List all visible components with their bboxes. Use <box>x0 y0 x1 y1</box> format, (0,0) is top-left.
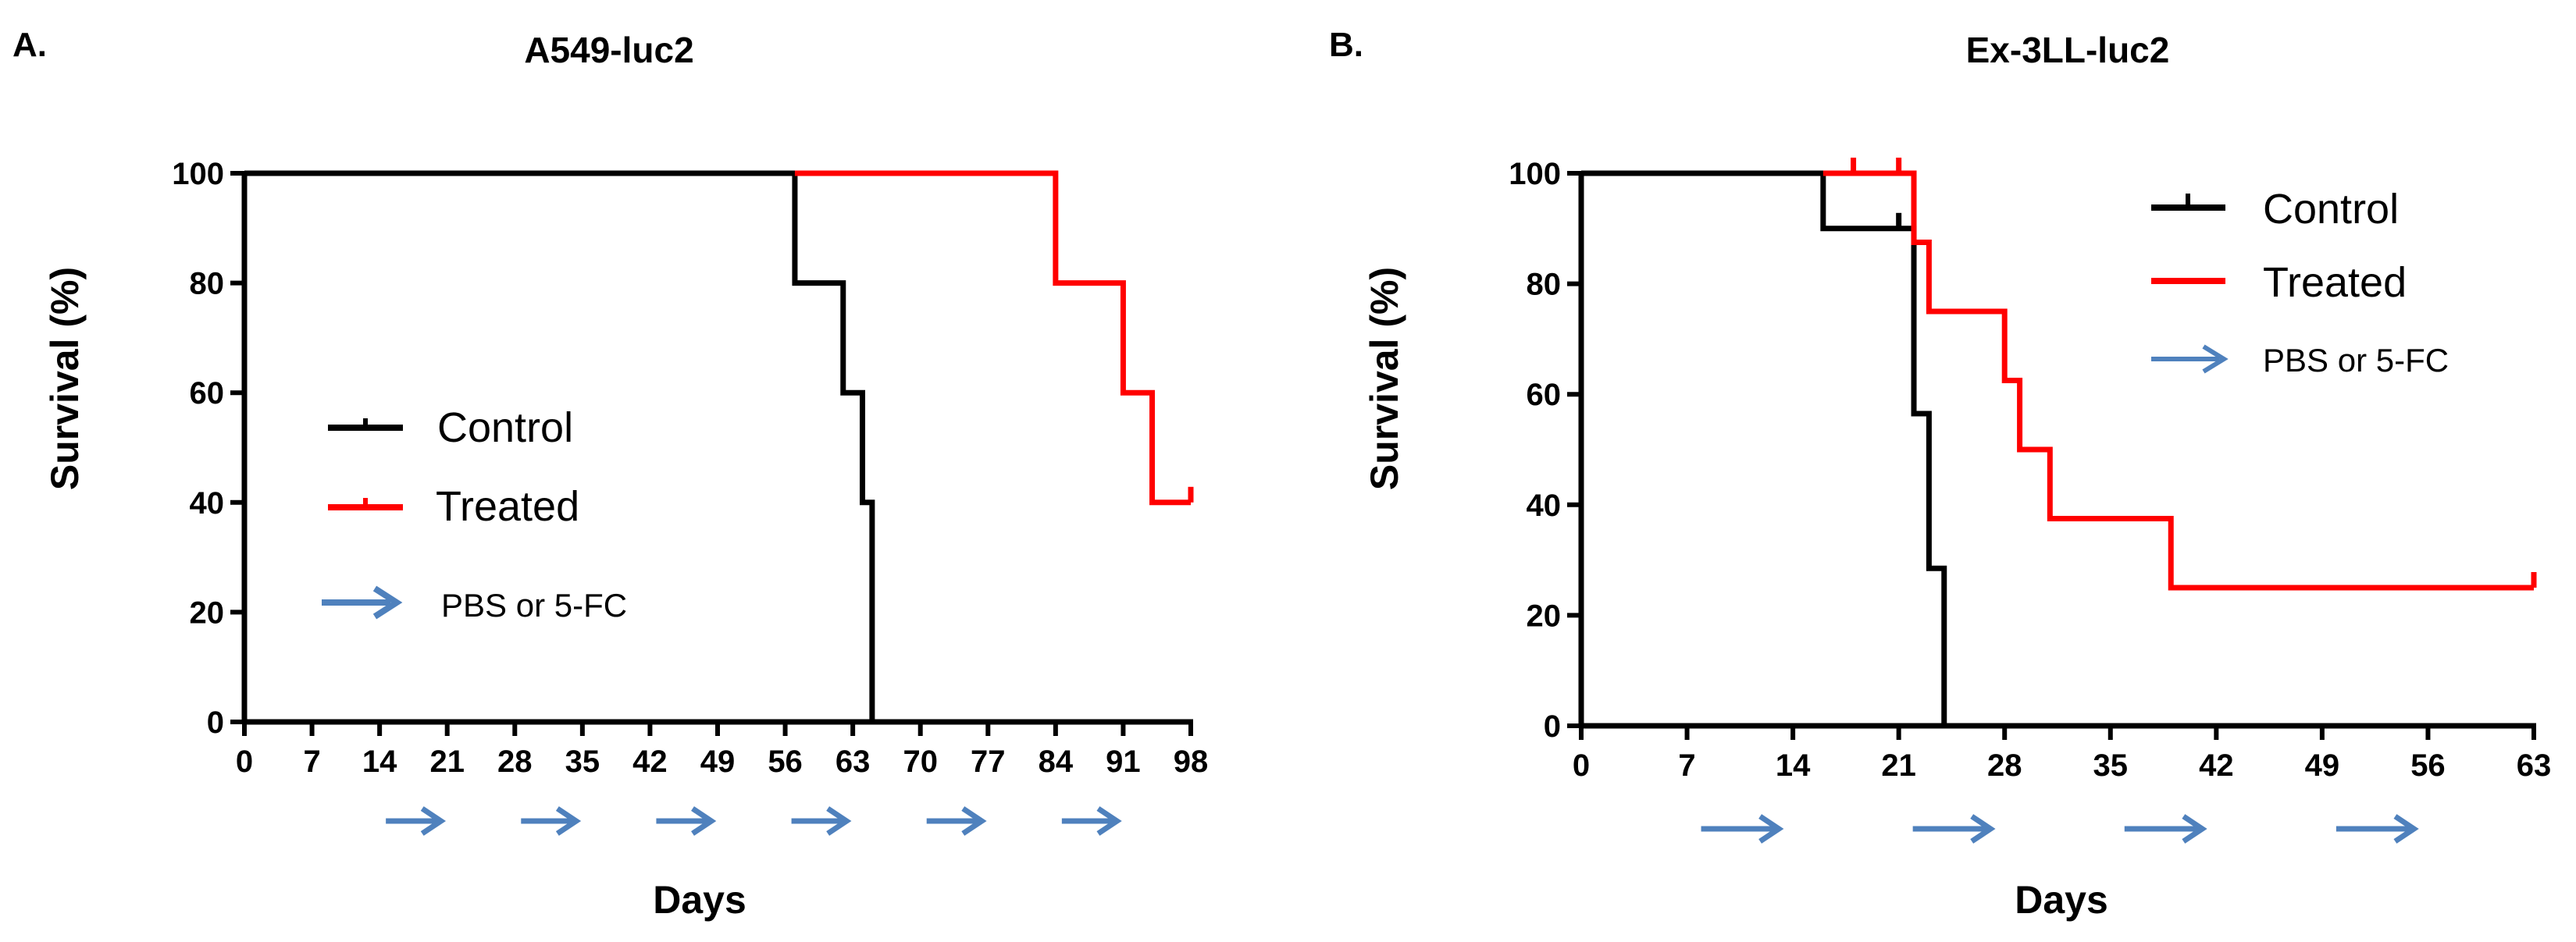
x-tick-label: 77 <box>971 745 1006 779</box>
treatment-arrow-head <box>420 806 447 836</box>
treatment-arrow-head <box>691 806 717 836</box>
x-tick-label: 42 <box>2199 748 2234 783</box>
panel-b-y-axis-title: Survival (%) <box>1363 267 1406 490</box>
series-treated-line <box>1822 170 2534 591</box>
x-tick-label: 35 <box>565 745 600 779</box>
legend-arrow-head <box>372 585 403 620</box>
legend-treated-label: Treated <box>2263 259 2407 306</box>
x-tick-label: 42 <box>632 745 668 779</box>
legend-arrow-label: PBS or 5-FC <box>2263 342 2449 379</box>
panel-b-legend: Control Treated PBS or 5-FC <box>2151 186 2449 379</box>
y-tick-label: 100 <box>1509 157 1561 191</box>
y-tick-label: 60 <box>1527 378 1562 412</box>
treatment-arrow-head <box>961 806 987 836</box>
legend-control-label: Control <box>437 404 573 451</box>
panel-b-chart: B. Ex-3LL-luc2 Survival (%) Days 0 20 40 60… <box>1329 26 2551 922</box>
treatment-arrow-head <box>1096 806 1122 836</box>
panel-b-x-axis-title: Days <box>2015 878 2108 922</box>
y-tick-label: 60 <box>190 376 225 411</box>
x-tick-label: 14 <box>1776 748 1811 783</box>
panel-a-label: A. <box>12 26 47 64</box>
series-control-line <box>244 170 875 722</box>
x-tick-label: 56 <box>768 745 803 779</box>
legend-arrow-head <box>2202 344 2229 374</box>
y-tick-label: 40 <box>1527 489 1562 523</box>
x-tick-label: 63 <box>836 745 871 779</box>
treatment-arrow-head <box>555 806 582 836</box>
x-tick-label: 49 <box>2305 748 2340 783</box>
x-tick-label: 28 <box>1987 748 2022 783</box>
series-treated-line <box>794 170 1191 506</box>
x-tick-label: 7 <box>303 745 320 779</box>
x-tick-label: 28 <box>497 745 533 779</box>
y-tick-label: 80 <box>190 267 225 301</box>
x-tick-label: 14 <box>362 745 397 779</box>
treatment-arrow-head <box>2182 814 2207 844</box>
x-tick-label: 35 <box>2093 748 2129 783</box>
x-tick-label: 7 <box>1678 748 1695 783</box>
panel-a-title: A549-luc2 <box>524 30 693 70</box>
legend-treated-label: Treated <box>436 483 579 530</box>
y-tick-label: 40 <box>190 486 225 521</box>
treatment-arrow-head <box>1970 814 1996 844</box>
x-tick-label: 21 <box>429 745 465 779</box>
panel-a-y-axis-title: Survival (%) <box>43 267 87 490</box>
series-control-line <box>1581 170 1947 726</box>
x-tick-label: 63 <box>2517 748 2552 783</box>
x-tick-label: 0 <box>1573 748 1590 783</box>
y-tick-label: 0 <box>1544 709 1561 744</box>
panel-b-marks: 0 20 40 60 80 100 0 7 14 21 28 35 42 49 56 63 <box>1509 157 2552 844</box>
x-tick-label: 91 <box>1106 745 1141 779</box>
legend-control-label: Control <box>2263 186 2399 233</box>
x-tick-label: 49 <box>700 745 736 779</box>
x-tick-label: 70 <box>903 745 938 779</box>
panel-a-marks: 0 20 40 60 80 100 0 7 14 21 28 35 42 49 56 63 70 77 84 91 98 <box>172 157 1209 836</box>
x-tick-label: 98 <box>1174 745 1209 779</box>
panel-a-x-axis-title: Days <box>653 878 746 922</box>
y-tick-label: 20 <box>190 595 225 630</box>
legend-arrow-label: PBS or 5-FC <box>441 587 627 624</box>
x-tick-label: 84 <box>1039 745 1074 779</box>
y-tick-label: 80 <box>1527 268 1562 302</box>
y-tick-label: 100 <box>172 157 224 191</box>
panel-b-label: B. <box>1329 26 1363 64</box>
panel-a-legend: Control Treated PBS or 5-FC <box>322 404 627 624</box>
x-tick-label: 21 <box>1881 748 1916 783</box>
x-tick-label: 0 <box>236 745 253 779</box>
panel-a-chart: A. A549-luc2 Survival (%) Days 0 20 40 60 80… <box>12 26 1208 922</box>
panel-b-title: Ex-3LL-luc2 <box>1966 30 2170 70</box>
y-tick-label: 20 <box>1527 599 1562 633</box>
x-tick-label: 56 <box>2410 748 2446 783</box>
y-tick-label: 0 <box>207 706 224 740</box>
treatment-arrow-head <box>2393 814 2419 844</box>
treatment-arrow-head <box>1758 814 1784 844</box>
treatment-arrow-head <box>826 806 852 836</box>
